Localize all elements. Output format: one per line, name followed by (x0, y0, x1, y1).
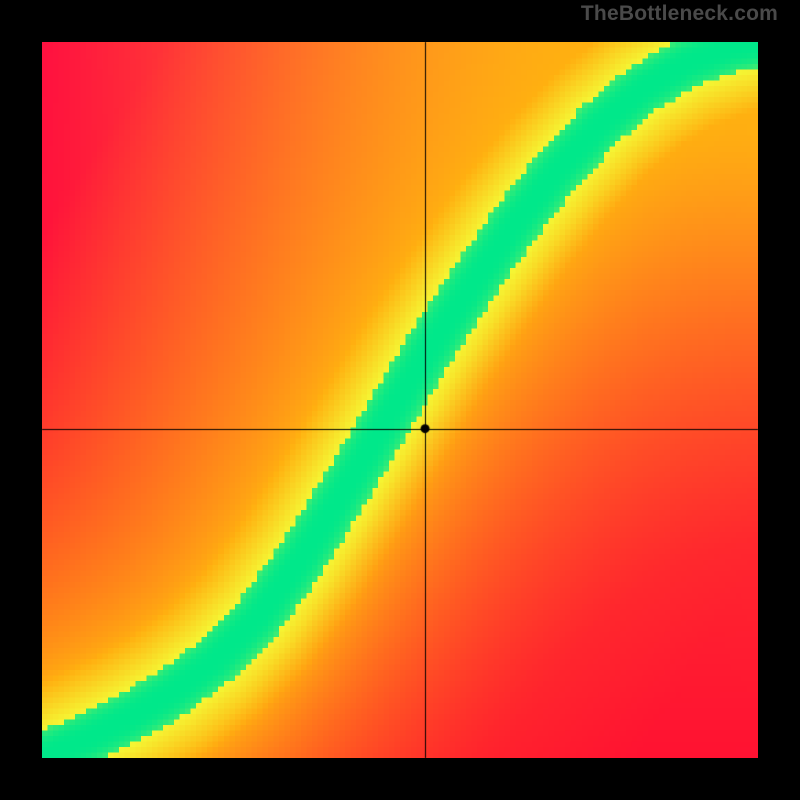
chart-container: { "chart": { "type": "heatmap", "canvas_… (0, 0, 800, 800)
bottleneck-heatmap (42, 42, 758, 758)
watermark-text: TheBottleneck.com (581, 2, 778, 26)
